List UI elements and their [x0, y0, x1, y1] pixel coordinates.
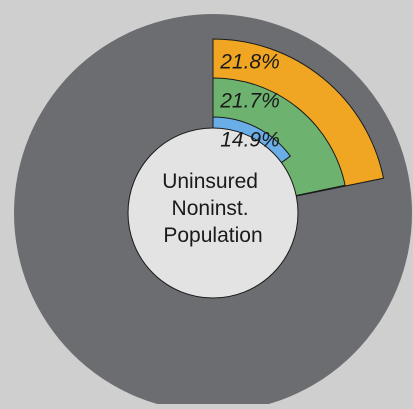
center-label-line-1: Uninsured	[162, 170, 258, 193]
center-disc	[127, 127, 299, 299]
center-label-line-3: Population	[163, 224, 262, 247]
slice-1-label: 14.9%	[220, 129, 280, 152]
slice-2-label: 21.7%	[219, 90, 280, 113]
center-label-line-2: Noninst.	[172, 197, 249, 220]
slice-3-label: 21.8%	[219, 51, 280, 74]
center-label: Uninsured Noninst. Population	[162, 170, 264, 247]
label-group: 21.8% 21.7% 14.9%	[219, 51, 280, 152]
